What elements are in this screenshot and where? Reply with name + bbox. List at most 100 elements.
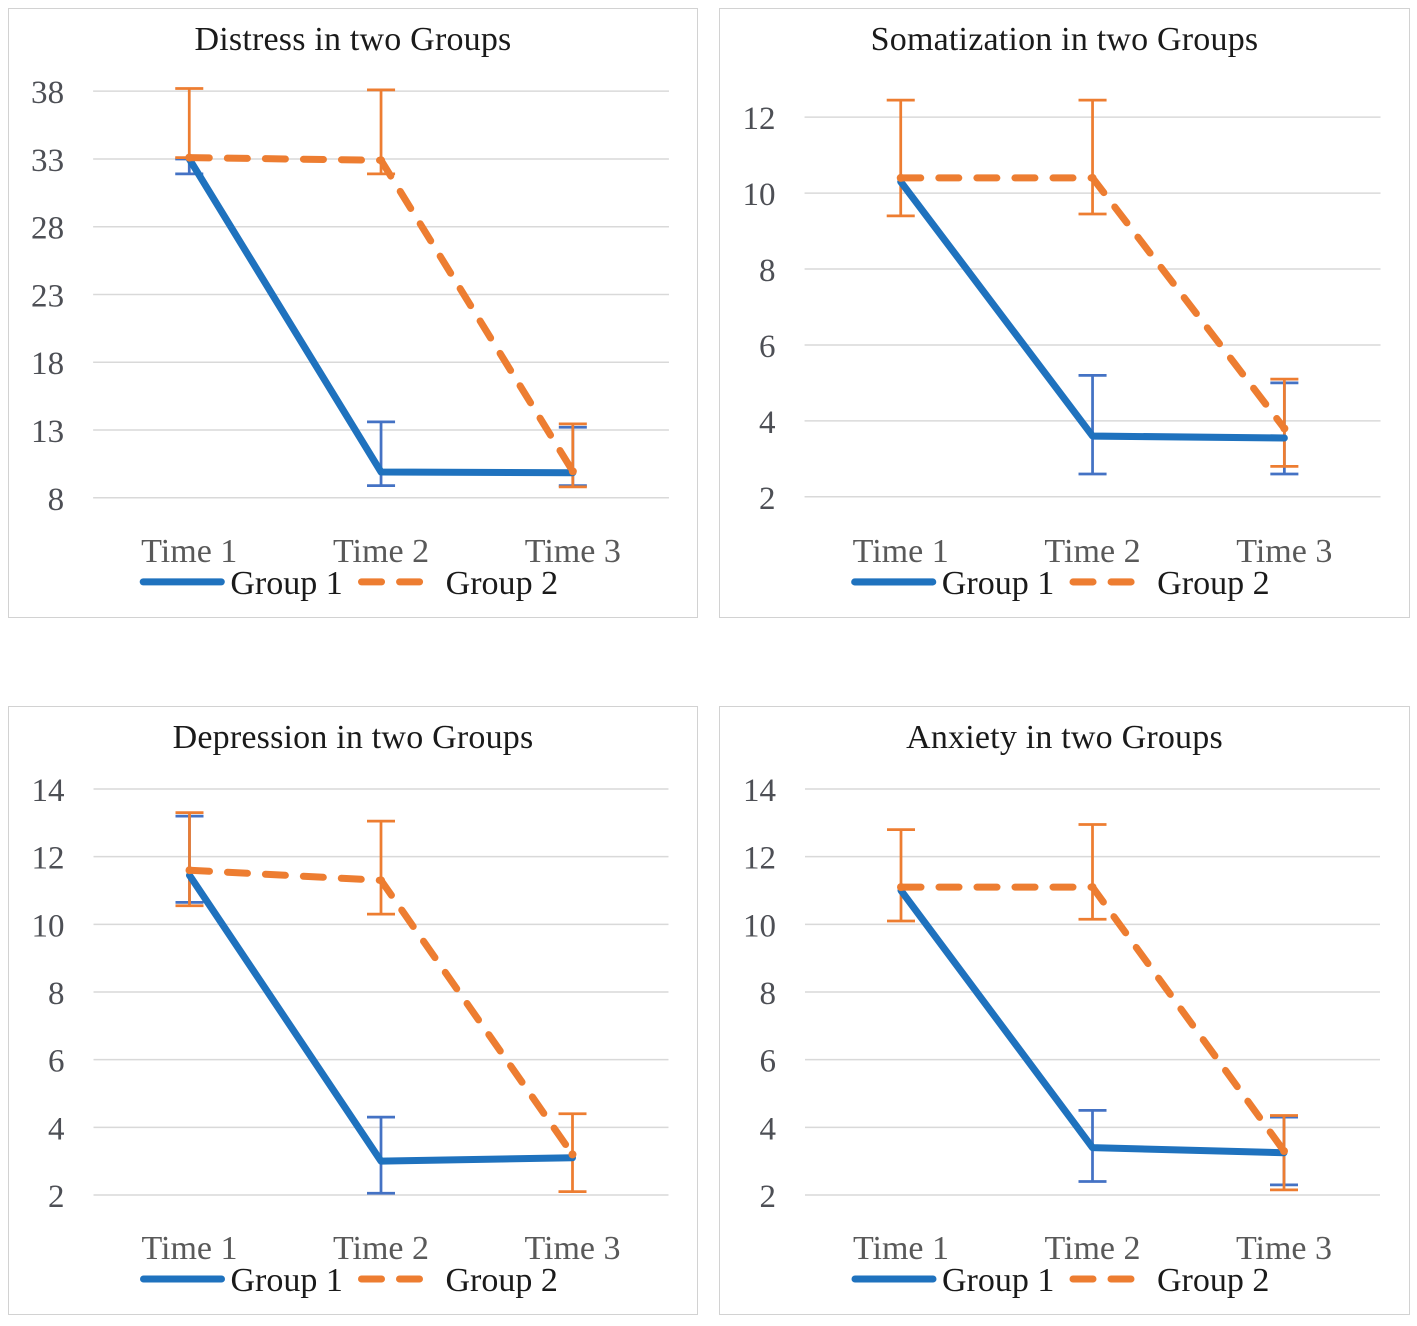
chart-title: Anxiety in two Groups: [906, 719, 1223, 756]
error-bars-group2: [887, 823, 1298, 1192]
y-tick-label: 10: [743, 908, 776, 944]
y-tick-label: 2: [760, 1179, 777, 1215]
x-category-label: Time 1: [141, 533, 237, 570]
error-bar: [175, 811, 204, 908]
x-axis-category-labels: Time 1 Time 2 Time 3: [141, 1230, 620, 1267]
x-category-label: Time 2: [333, 1230, 429, 1267]
y-tick-label: 38: [31, 75, 64, 111]
data-point-marker-group2: [1280, 424, 1289, 433]
y-tick-label: 12: [742, 101, 775, 137]
y-tick-label: 8: [48, 482, 65, 518]
chart-panel-depression: Depression in two Groups 14 12 10 8 6 4 2 Time …: [8, 706, 698, 1315]
data-point-marker-group2: [1280, 1147, 1288, 1156]
y-tick-label: 14: [743, 773, 776, 809]
y-tick-label: 8: [760, 976, 777, 1012]
y-tick-label: 8: [759, 253, 776, 289]
error-bars-group1: [175, 157, 587, 487]
error-bar: [886, 98, 915, 218]
x-category-label: Time 1: [853, 1230, 949, 1267]
y-tick-label: 2: [48, 1179, 65, 1215]
y-tick-label: 2: [759, 481, 776, 517]
y-tick-label: 4: [760, 1111, 777, 1147]
legend-label-group2: Group 2: [446, 1262, 558, 1299]
x-category-label: Time 3: [524, 1230, 620, 1267]
legend: Group 1 Group 2: [139, 565, 558, 602]
series-line-group1: [186, 871, 576, 1165]
x-axis-category-labels: Time 1 Time 2 Time 3: [853, 1230, 1332, 1267]
y-tick-label: 4: [48, 1111, 65, 1147]
x-category-label: Time 2: [1044, 1230, 1140, 1267]
data-point-marker-group2: [897, 883, 905, 892]
x-category-label: Time 1: [853, 533, 949, 570]
error-bar: [1078, 373, 1107, 476]
y-tick-label: 28: [31, 211, 64, 247]
series-line-group1: [897, 178, 1288, 442]
error-bars-group2: [886, 98, 1299, 468]
y-axis-tick-labels: 14 12 10 8 6 4 2: [743, 773, 776, 1215]
data-point-marker-group2: [185, 866, 194, 875]
data-point-marker-group2: [1088, 883, 1097, 892]
y-tick-label: 6: [760, 1044, 777, 1080]
error-bar: [1078, 98, 1107, 216]
x-category-label: Time 2: [1044, 533, 1140, 570]
y-tick-label: 6: [48, 1044, 65, 1080]
data-point-marker-group2: [568, 1150, 577, 1159]
y-tick-label: 33: [31, 143, 64, 179]
y-axis-tick-labels: 38 33 28 23 18 13 8: [31, 75, 64, 518]
y-axis-tick-labels: 12 10 8 6 4 2: [742, 101, 775, 517]
error-bars-group1: [1078, 373, 1299, 476]
legend: Group 1 Group 2: [851, 1262, 1269, 1299]
x-category-label: Time 3: [1236, 1230, 1332, 1267]
series-line-group1: [897, 887, 1288, 1157]
y-tick-label: 6: [759, 329, 776, 365]
legend-label-group1: Group 1: [942, 565, 1055, 602]
data-point-marker-group2: [1088, 173, 1097, 182]
legend: Group 1 Group 2: [851, 565, 1270, 602]
y-tick-label: 12: [743, 841, 776, 877]
data-point-marker-group2: [568, 467, 577, 476]
legend: Group 1 Group 2: [140, 1262, 558, 1299]
x-category-label: Time 2: [333, 533, 429, 570]
data-point-marker-group2: [377, 156, 386, 165]
legend-label-group2: Group 2: [1157, 1262, 1269, 1299]
chart-title: Depression in two Groups: [172, 719, 534, 756]
y-tick-label: 14: [32, 773, 65, 809]
error-bar: [367, 819, 395, 916]
x-category-label: Time 3: [525, 533, 621, 570]
chart-panel-anxiety: Anxiety in two Groups 14 12 10 8 6 4 2 Time 1 Ti…: [719, 706, 1410, 1315]
error-bar: [1078, 823, 1107, 921]
x-axis-category-labels: Time 1 Time 2 Time 3: [141, 533, 621, 570]
legend-label-group2: Group 2: [1157, 565, 1270, 602]
y-tick-label: 10: [32, 908, 65, 944]
y-tick-label: 12: [32, 841, 65, 877]
legend-label-group1: Group 1: [230, 565, 342, 602]
chart-panel-distress: Distress in two Groups 38 33 28 23 18 13 8 Time…: [8, 8, 698, 618]
chart-panel-somatization: Somatization in two Groups 12 10 8 6 4 2 Time …: [719, 8, 1410, 618]
data-point-marker-group2: [896, 173, 905, 182]
data-point-marker-group2: [185, 153, 194, 162]
legend-label-group2: Group 2: [446, 565, 558, 602]
error-bar: [558, 422, 587, 489]
x-category-label: Time 3: [1236, 533, 1332, 570]
y-tick-label: 8: [48, 976, 65, 1012]
y-tick-label: 18: [31, 346, 64, 382]
legend-label-group1: Group 1: [942, 1262, 1054, 1299]
y-tick-label: 23: [31, 278, 64, 314]
x-category-label: Time 1: [141, 1230, 237, 1267]
chart-title: Somatization in two Groups: [870, 21, 1259, 58]
y-tick-label: 4: [759, 405, 776, 441]
series-line-group1: [185, 155, 577, 477]
y-tick-label: 10: [742, 177, 775, 213]
legend-label-group1: Group 1: [231, 1262, 343, 1299]
error-bar: [175, 87, 204, 159]
data-point-marker-group2: [377, 876, 385, 885]
x-axis-category-labels: Time 1 Time 2 Time 3: [853, 533, 1333, 570]
line-chart-somatization: 12 10 8 6 4 2 Time 1 Time 2 Time 3 Group 1 Group 2: [742, 98, 1381, 602]
error-bar: [887, 828, 915, 923]
y-axis-tick-labels: 14 12 10 8 6 4 2: [32, 773, 65, 1215]
chart-title: Distress in two Groups: [194, 21, 512, 58]
